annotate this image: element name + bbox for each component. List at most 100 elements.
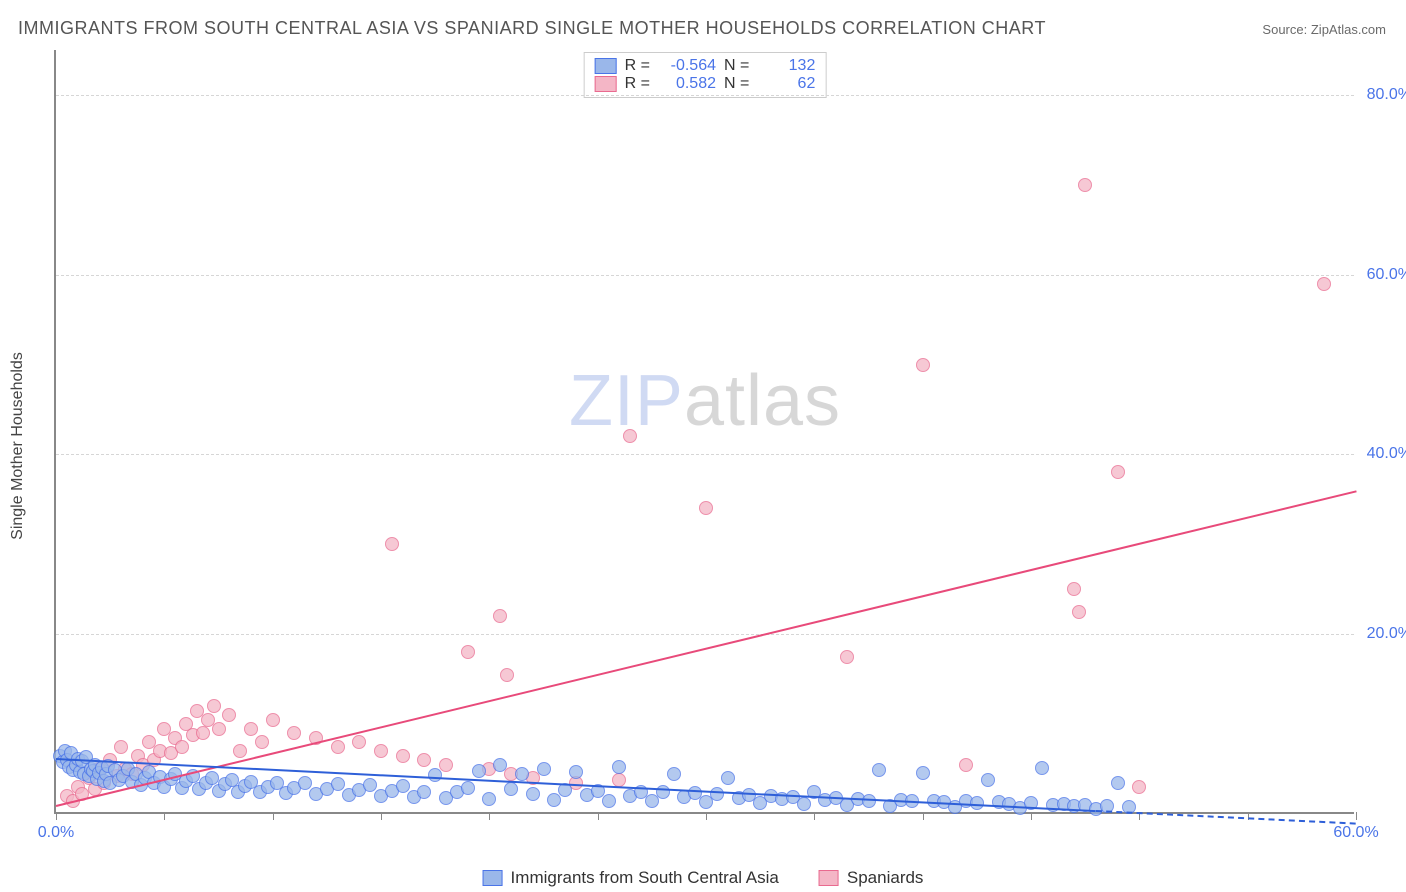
- scatter-point-pink: [233, 744, 247, 758]
- scatter-point-blue: [482, 792, 496, 806]
- y-tick-label: 40.0%: [1367, 445, 1406, 463]
- scatter-point-blue: [612, 760, 626, 774]
- x-tick: [923, 812, 924, 820]
- scatter-point-blue: [1111, 776, 1125, 790]
- bottom-legend: Immigrants from South Central Asia Spani…: [483, 868, 924, 888]
- watermark: ZIPatlas: [569, 360, 841, 442]
- y-tick-label: 80.0%: [1367, 86, 1406, 104]
- y-tick-label: 60.0%: [1367, 266, 1406, 284]
- scatter-point-pink: [493, 609, 507, 623]
- x-tick: [1031, 812, 1032, 820]
- x-tick: [273, 812, 274, 820]
- scatter-point-pink: [374, 744, 388, 758]
- r-label: R =: [625, 75, 650, 93]
- scatter-point-blue: [417, 785, 431, 799]
- y-tick-label: 20.0%: [1367, 625, 1406, 643]
- scatter-point-pink: [266, 713, 280, 727]
- scatter-point-blue: [493, 758, 507, 772]
- trend-line: [56, 490, 1356, 807]
- scatter-point-pink: [222, 708, 236, 722]
- x-tick: [56, 812, 57, 820]
- scatter-point-pink: [1078, 178, 1092, 192]
- scatter-point-blue: [428, 768, 442, 782]
- gridline: [56, 275, 1354, 276]
- x-tick: [381, 812, 382, 820]
- gridline: [56, 454, 1354, 455]
- legend-swatch-pink: [595, 76, 617, 92]
- chart-title: IMMIGRANTS FROM SOUTH CENTRAL ASIA VS SP…: [18, 18, 1046, 39]
- scatter-point-pink: [500, 668, 514, 682]
- scatter-point-pink: [840, 650, 854, 664]
- x-tick: [164, 812, 165, 820]
- scatter-point-pink: [612, 773, 626, 787]
- scatter-point-pink: [461, 645, 475, 659]
- scatter-point-blue: [504, 782, 518, 796]
- scatter-point-pink: [916, 358, 930, 372]
- scatter-point-pink: [417, 753, 431, 767]
- r-value-pink: 0.582: [660, 75, 716, 93]
- scatter-point-blue: [797, 797, 811, 811]
- scatter-point-pink: [207, 699, 221, 713]
- scatter-point-pink: [439, 758, 453, 772]
- n-value-pink: 62: [759, 75, 815, 93]
- scatter-point-blue: [569, 765, 583, 779]
- n-label: N =: [724, 57, 749, 75]
- scatter-point-blue: [1035, 761, 1049, 775]
- source-label: Source:: [1262, 22, 1307, 37]
- scatter-point-blue: [547, 793, 561, 807]
- scatter-point-pink: [959, 758, 973, 772]
- r-value-blue: -0.564: [660, 57, 716, 75]
- bottom-legend-label-pink: Spaniards: [847, 868, 924, 888]
- scatter-point-pink: [1132, 780, 1146, 794]
- bottom-legend-label-blue: Immigrants from South Central Asia: [511, 868, 779, 888]
- scatter-point-blue: [721, 771, 735, 785]
- watermark-atlas: atlas: [684, 361, 841, 441]
- scatter-point-pink: [1111, 465, 1125, 479]
- scatter-point-pink: [1072, 605, 1086, 619]
- n-value-blue: 132: [759, 57, 815, 75]
- scatter-point-blue: [916, 766, 930, 780]
- scatter-point-pink: [623, 429, 637, 443]
- stats-legend-row-blue: R = -0.564 N = 132: [595, 57, 816, 75]
- scatter-point-pink: [331, 740, 345, 754]
- scatter-point-pink: [1067, 582, 1081, 596]
- bottom-legend-item-pink: Spaniards: [819, 868, 924, 888]
- scatter-point-pink: [1317, 277, 1331, 291]
- x-tick: [706, 812, 707, 820]
- scatter-point-blue: [537, 762, 551, 776]
- scatter-point-blue: [602, 794, 616, 808]
- scatter-point-pink: [396, 749, 410, 763]
- plot-area: ZIPatlas R = -0.564 N = 132 R = 0.582 N …: [54, 50, 1354, 814]
- scatter-point-pink: [196, 726, 210, 740]
- scatter-point-pink: [699, 501, 713, 515]
- scatter-point-pink: [244, 722, 258, 736]
- gridline: [56, 95, 1354, 96]
- scatter-point-pink: [287, 726, 301, 740]
- source-value: ZipAtlas.com: [1311, 22, 1386, 37]
- scatter-point-blue: [710, 787, 724, 801]
- x-tick: [814, 812, 815, 820]
- bottom-legend-item-blue: Immigrants from South Central Asia: [483, 868, 779, 888]
- watermark-zip: ZIP: [569, 361, 684, 441]
- scatter-point-blue: [472, 764, 486, 778]
- scatter-point-blue: [515, 767, 529, 781]
- y-axis-title: Single Mother Households: [9, 352, 27, 540]
- scatter-point-blue: [667, 767, 681, 781]
- scatter-point-pink: [114, 740, 128, 754]
- x-tick-label: 60.0%: [1333, 824, 1378, 842]
- stats-legend: R = -0.564 N = 132 R = 0.582 N = 62: [584, 52, 827, 98]
- scatter-point-pink: [212, 722, 226, 736]
- bottom-legend-swatch-pink: [819, 870, 839, 886]
- scatter-point-pink: [175, 740, 189, 754]
- source-attribution: Source: ZipAtlas.com: [1262, 22, 1386, 37]
- x-tick: [1356, 812, 1357, 820]
- gridline: [56, 634, 1354, 635]
- scatter-point-pink: [255, 735, 269, 749]
- scatter-point-blue: [526, 787, 540, 801]
- x-tick-label: 0.0%: [38, 824, 74, 842]
- scatter-point-pink: [385, 537, 399, 551]
- scatter-point-blue: [872, 763, 886, 777]
- bottom-legend-swatch-blue: [483, 870, 503, 886]
- x-tick: [598, 812, 599, 820]
- scatter-point-blue: [981, 773, 995, 787]
